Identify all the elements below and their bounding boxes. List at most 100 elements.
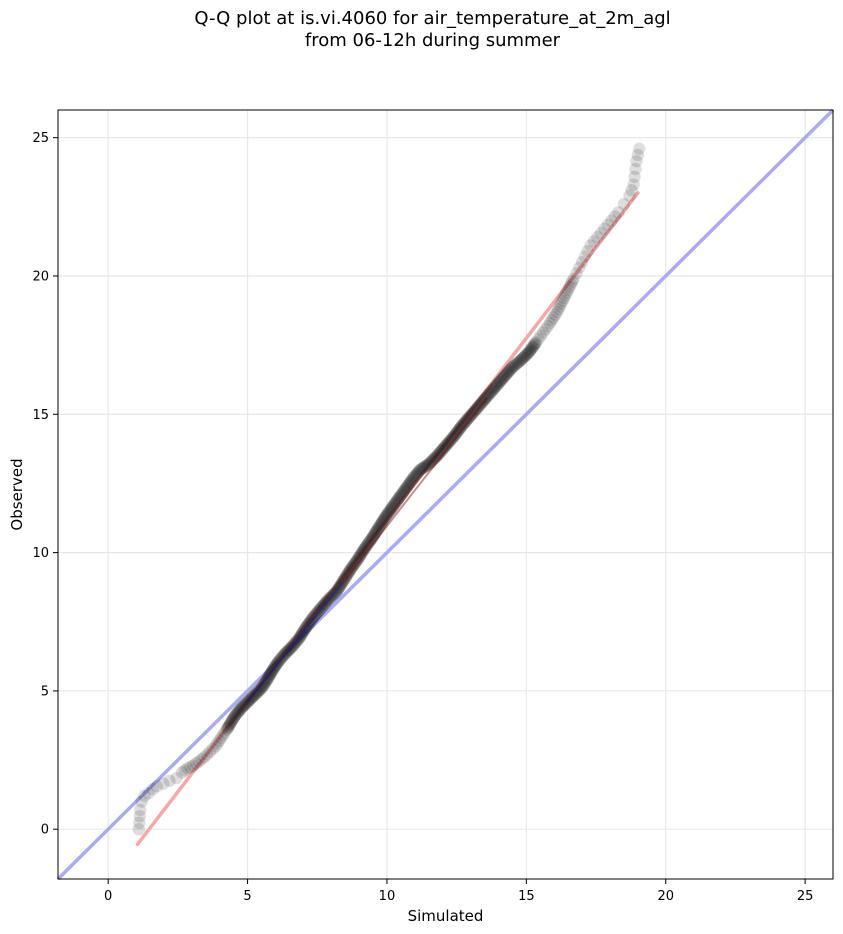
data-point <box>355 546 369 560</box>
data-point <box>498 369 512 383</box>
data-point <box>228 710 241 724</box>
data-point <box>497 370 511 384</box>
data-point <box>223 718 236 732</box>
data-point <box>409 468 423 481</box>
data-point <box>357 543 371 556</box>
data-point <box>461 412 475 425</box>
data-point <box>237 699 251 712</box>
data-point <box>598 222 611 236</box>
data-point <box>381 507 395 520</box>
data-point <box>556 294 569 308</box>
data-point <box>369 525 383 539</box>
data-point <box>398 483 412 496</box>
data-point <box>394 488 408 502</box>
data-point <box>526 341 539 354</box>
y-tick-label: 20 <box>32 269 49 284</box>
data-point <box>367 529 380 542</box>
data-point <box>552 302 565 316</box>
data-point <box>584 239 597 252</box>
data-point <box>454 421 467 434</box>
data-point <box>525 342 538 356</box>
data-point <box>459 415 472 428</box>
identity-line <box>56 108 835 881</box>
data-point <box>259 675 272 689</box>
data-point <box>400 481 413 494</box>
chart-title-block: Q-Q plot at is.vi.4060 for air_temperatu… <box>0 8 843 52</box>
data-point <box>529 337 542 350</box>
data-point <box>226 714 239 727</box>
data-point <box>549 308 562 321</box>
data-point <box>475 396 488 410</box>
data-point <box>377 512 391 526</box>
data-point <box>480 391 493 404</box>
data-point <box>456 418 470 431</box>
data-point <box>435 444 448 458</box>
data-point <box>339 570 353 584</box>
data-point <box>587 235 601 248</box>
data-point <box>516 352 529 365</box>
data-point <box>338 571 352 585</box>
data-point <box>426 454 439 467</box>
data-point <box>133 810 146 823</box>
data-point <box>412 465 425 478</box>
data-point <box>402 478 415 491</box>
data-point <box>352 552 365 565</box>
data-point <box>477 393 491 407</box>
data-point <box>578 250 592 263</box>
data-point <box>455 420 468 433</box>
data-point <box>256 679 270 693</box>
data-point <box>368 527 382 540</box>
data-point <box>232 704 246 718</box>
data-point <box>608 210 622 223</box>
data-point <box>383 505 396 518</box>
data-point <box>481 389 495 402</box>
data-point <box>460 414 473 427</box>
data-point <box>543 316 557 330</box>
data-point <box>253 683 266 697</box>
data-point <box>526 340 540 353</box>
data-point <box>429 451 442 464</box>
data-point <box>519 349 532 362</box>
data-point <box>470 402 483 416</box>
data-point <box>435 443 449 457</box>
data-point <box>372 521 385 534</box>
data-point <box>554 297 568 310</box>
data-point <box>351 553 364 566</box>
y-tick-label: 5 <box>41 684 49 699</box>
data-point <box>625 184 638 197</box>
data-point <box>488 381 502 394</box>
data-point <box>445 433 458 446</box>
data-point <box>368 528 381 541</box>
data-point <box>358 542 371 555</box>
data-point <box>354 547 368 561</box>
data-point <box>430 450 443 463</box>
data-point <box>476 395 489 409</box>
data-point <box>406 472 419 486</box>
data-point <box>451 425 464 438</box>
data-point <box>250 686 264 699</box>
data-point <box>591 231 604 244</box>
data-point <box>343 565 356 578</box>
data-point <box>408 470 421 484</box>
data-point <box>178 764 192 777</box>
data-point <box>225 715 238 728</box>
data-point <box>581 244 594 258</box>
data-point <box>255 681 268 695</box>
data-point <box>389 496 402 509</box>
data-point <box>360 539 374 552</box>
data-point <box>425 455 438 468</box>
data-point <box>213 734 226 747</box>
data-point <box>399 482 412 495</box>
data-point <box>170 771 183 785</box>
data-point <box>422 457 435 471</box>
data-point <box>258 676 272 690</box>
data-point <box>436 442 450 456</box>
data-point <box>440 438 453 452</box>
data-point <box>382 506 395 519</box>
data-point <box>550 305 564 319</box>
data-point <box>387 499 400 513</box>
data-point <box>630 154 643 168</box>
data-point <box>349 556 362 569</box>
data-point <box>214 731 228 745</box>
data-point <box>567 272 580 285</box>
